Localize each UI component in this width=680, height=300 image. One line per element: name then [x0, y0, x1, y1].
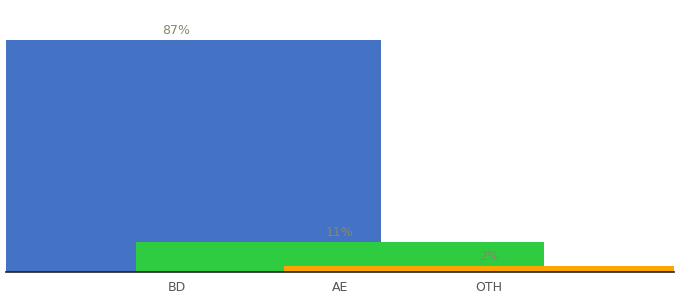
Text: 11%: 11%: [326, 226, 354, 239]
Text: 87%: 87%: [163, 24, 190, 37]
Bar: [135, 242, 545, 272]
Bar: [284, 266, 680, 272]
Bar: [0, 40, 381, 272]
Text: 2%: 2%: [479, 250, 498, 263]
